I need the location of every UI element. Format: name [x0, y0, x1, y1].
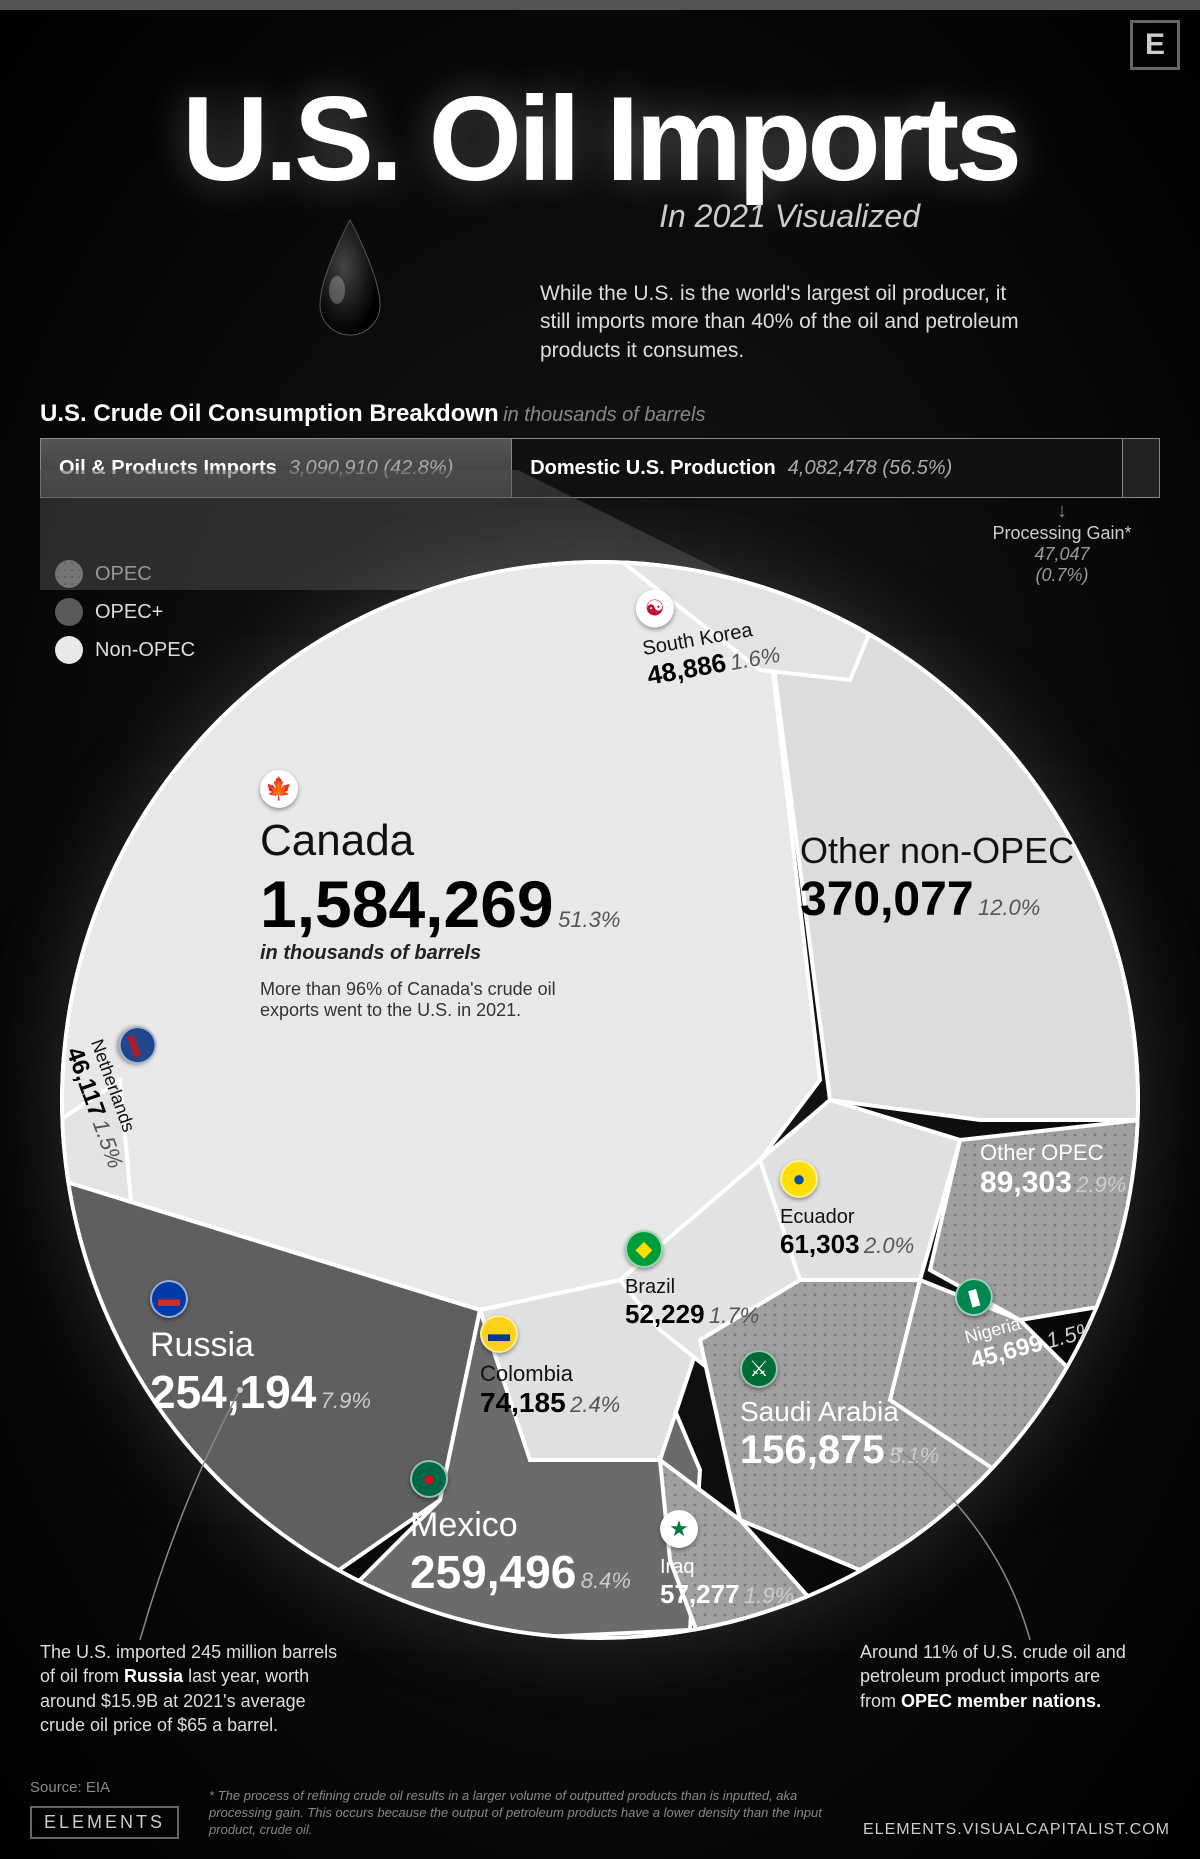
opec-annotation: Around 11% of U.S. crude oil and petrole…	[860, 1640, 1140, 1713]
breakdown-heading: U.S. Crude Oil Consumption Breakdown in …	[40, 400, 1160, 428]
cell-pct: 2.9%	[1076, 1172, 1126, 1197]
label-colombia: ▬ Colombia 74,185 2.4%	[480, 1315, 670, 1419]
site-url: ELEMENTS.VISUALCAPITALIST.COM	[863, 1821, 1170, 1839]
cell-name: Colombia	[480, 1361, 670, 1387]
cell-value: 89,303	[980, 1166, 1072, 1199]
callout-line-opec	[880, 1430, 1080, 1650]
brand-logo-icon: E	[1130, 20, 1180, 70]
cell-name: Canada	[260, 816, 690, 866]
label-other-opec: Other OPEC 89,303 2.9%	[980, 1140, 1140, 1200]
cell-pct: 1.6%	[728, 642, 782, 675]
cell-pct: 12.0%	[978, 895, 1040, 920]
cell-value-row: 52,229 1.7%	[625, 1299, 785, 1330]
flag-icon: ▬	[150, 1280, 188, 1318]
cell-value: 1,584,269	[260, 867, 554, 941]
cell-pct: 7.9%	[321, 1388, 371, 1413]
label-iraq: ★ Iraq 57,277 1.9%	[660, 1510, 830, 1610]
footnote-text: * The process of refining crude oil resu…	[209, 1788, 829, 1839]
brand-logo-letter: E	[1145, 28, 1165, 62]
flag-icon: ●	[410, 1460, 448, 1498]
flag-icon: ▮	[951, 1274, 998, 1321]
main-title: U.S. Oil Imports	[0, 70, 1200, 208]
cell-value: 259,496	[410, 1546, 576, 1598]
cell-pct: 1.9%	[744, 1583, 794, 1608]
cell-value: 370,077	[800, 873, 974, 926]
cell-value: 57,277	[660, 1579, 740, 1609]
label-ecuador: ● Ecuador 61,303 2.0%	[780, 1160, 950, 1260]
flag-icon: 🍁	[260, 770, 298, 808]
label-nigeria: ▮ Nigeria 45,699 1.5%	[951, 1240, 1140, 1376]
label-netherlands: ▬ Netherlands 46,117 1.5%	[60, 1021, 200, 1194]
breakdown-unit: in thousands of barrels	[503, 404, 705, 426]
cell-name: Iraq	[660, 1556, 830, 1579]
flag-icon: ☯	[633, 587, 677, 631]
cell-value-row: 370,077 12.0%	[800, 872, 1090, 927]
flag-icon: ▬	[113, 1021, 162, 1070]
flag-icon: ▬	[480, 1315, 518, 1353]
cell-pct: 2.0%	[864, 1233, 914, 1258]
cell-name: Brazil	[625, 1276, 785, 1299]
cell-pct: 1.7%	[709, 1303, 759, 1328]
label-canada: 🍁 Canada 1,584,269 51.3% in thousands of…	[260, 770, 690, 1021]
label-brazil: ◆ Brazil 52,229 1.7%	[625, 1230, 785, 1330]
cell-unit: in thousands of barrels	[260, 942, 690, 965]
cell-value: 61,303	[780, 1229, 860, 1259]
callout-line-russia	[120, 1350, 320, 1650]
cell-value-row: 1,584,269 51.3%	[260, 866, 690, 942]
elements-logo: ELEMENTS	[30, 1806, 179, 1839]
label-south-korea: ☯ South Korea 48,886 1.6%	[633, 560, 847, 692]
russia-annotation: The U.S. imported 245 million barrels of…	[40, 1640, 340, 1737]
cell-value-row: 57,277 1.9%	[660, 1579, 830, 1610]
breakdown-title: U.S. Crude Oil Consumption Breakdown	[40, 400, 499, 427]
flag-icon: ●	[780, 1160, 818, 1198]
cell-name: Ecuador	[780, 1206, 950, 1229]
cell-name: Other OPEC	[980, 1140, 1140, 1166]
cell-name: Other non-OPEC	[800, 830, 1090, 872]
cell-pct: 51.3%	[558, 907, 620, 932]
cell-value: 156,875	[740, 1428, 885, 1472]
cell-note: More than 96% of Canada's crude oil expo…	[260, 979, 560, 1021]
intro-text: While the U.S. is the world's largest oi…	[540, 280, 1020, 365]
cell-name: Saudi Arabia	[740, 1396, 1020, 1428]
flag-icon: ★	[660, 1510, 698, 1548]
top-bar	[0, 0, 1200, 10]
label-other-non-opec: Other non-OPEC 370,077 12.0%	[800, 830, 1090, 927]
cell-value: 74,185	[480, 1387, 566, 1418]
cell-pct: 2.4%	[570, 1392, 620, 1417]
cell-pct: 8.4%	[581, 1568, 631, 1593]
flag-icon: ◆	[625, 1230, 663, 1268]
oil-drop-icon	[305, 215, 395, 345]
title-block: U.S. Oil Imports In 2021 Visualized	[0, 70, 1200, 235]
source-text: Source: EIA	[30, 1779, 179, 1796]
flag-icon: ⚔	[740, 1350, 778, 1388]
cell-value-row: 61,303 2.0%	[780, 1229, 950, 1260]
cell-value-row: 89,303 2.9%	[980, 1166, 1140, 1200]
cell-value: 52,229	[625, 1299, 705, 1329]
cell-value-row: 74,185 2.4%	[480, 1387, 670, 1419]
